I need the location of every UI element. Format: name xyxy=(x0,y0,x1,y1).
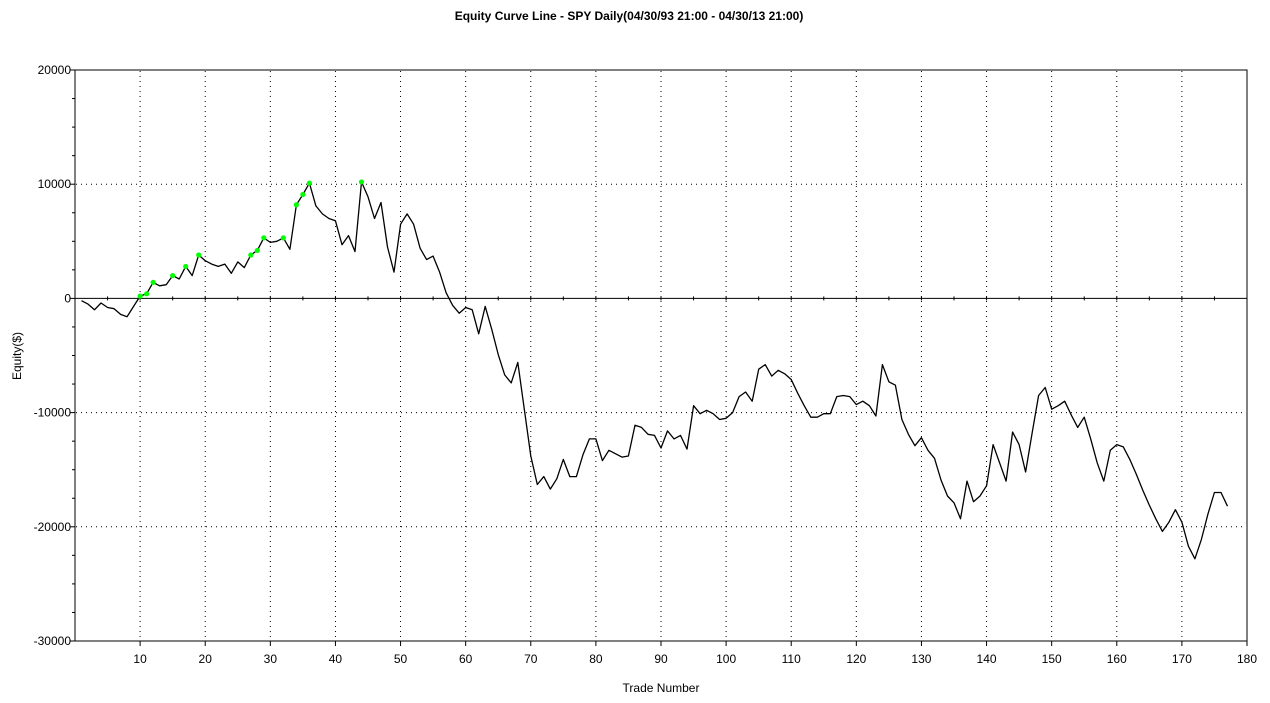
equity-high-point xyxy=(306,180,312,186)
equity-high-point xyxy=(300,191,306,198)
equity-line xyxy=(81,181,1229,560)
equity-high-point xyxy=(280,235,286,241)
x-tick-label: 110 xyxy=(782,652,801,666)
x-tick-label: 130 xyxy=(911,652,931,666)
equity-high-point xyxy=(150,279,156,286)
x-tick-label: 60 xyxy=(459,652,473,666)
y-tick-label: 10000 xyxy=(38,177,72,191)
equity-high-point xyxy=(358,179,365,185)
tick-labels: 10 20 30 40 50 60 70 80 90 100 110 120 130 140 150 160 1… xyxy=(34,63,1258,666)
x-tick-label: 100 xyxy=(716,652,736,666)
y-tick-label: 0 xyxy=(64,291,71,305)
series-layer xyxy=(81,181,1229,560)
equity-high-point xyxy=(183,263,189,270)
x-tick-label: 70 xyxy=(524,652,538,666)
grid-lines xyxy=(76,71,1246,640)
x-tick-label: 40 xyxy=(329,652,343,666)
plot-area xyxy=(74,69,1248,642)
x-tick-label: 170 xyxy=(1172,652,1192,666)
equity-high-point xyxy=(137,293,143,299)
zero-line-layer xyxy=(75,296,1247,301)
x-tick-label: 10 xyxy=(133,652,147,666)
x-axis-title: Trade Number xyxy=(622,681,700,695)
x-tick-label: 80 xyxy=(589,652,603,666)
y-tick-label: -30000 xyxy=(34,634,72,648)
y-tick-label: -20000 xyxy=(34,520,72,534)
equity-high-point xyxy=(196,252,202,258)
equity-high-point xyxy=(261,235,267,241)
y-tick-label: -10000 xyxy=(34,406,72,420)
x-tick-label: 120 xyxy=(846,652,866,666)
y-tick-label: 20000 xyxy=(38,63,72,77)
equity-high-point xyxy=(144,291,150,297)
x-tick-label: 150 xyxy=(1042,652,1062,666)
x-tick-label: 90 xyxy=(654,652,668,666)
equity-high-point xyxy=(170,272,176,279)
x-tick-label: 160 xyxy=(1107,652,1127,666)
equity-high-point xyxy=(248,252,254,258)
axis-ticks xyxy=(70,69,1248,646)
x-tick-label: 20 xyxy=(199,652,213,666)
x-tick-label: 140 xyxy=(977,652,997,666)
chart-title: Equity Curve Line - SPY Daily(04/30/93 2… xyxy=(454,9,804,23)
highlight-points xyxy=(137,179,365,299)
equity-high-point xyxy=(254,247,260,254)
x-tick-label: 50 xyxy=(394,652,408,666)
x-tick-label: 30 xyxy=(264,652,278,666)
equity-high-point xyxy=(293,202,299,208)
x-tick-label: 180 xyxy=(1237,652,1257,666)
